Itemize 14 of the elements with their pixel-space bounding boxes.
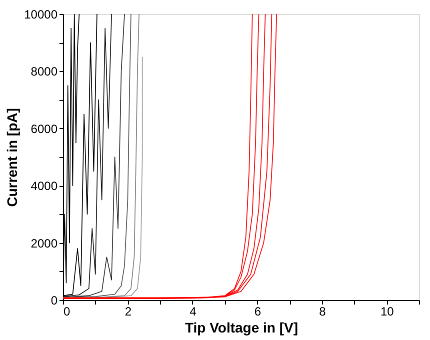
y-tick-label: 0 <box>50 294 58 308</box>
y-tick-label: 2000 <box>30 236 58 250</box>
y-tick-label: 4000 <box>30 179 58 194</box>
y-tick-label: 8000 <box>30 64 58 79</box>
x-tick-label: 4 <box>190 304 197 318</box>
x-tick-label: 10 <box>380 304 394 318</box>
x-tick-label: 2 <box>124 304 132 318</box>
x-tick-label: 6 <box>254 304 262 318</box>
y-tick-label: 6000 <box>30 122 58 136</box>
y-tick-label: 10000 <box>24 8 58 22</box>
x-axis-title: Tip Voltage in [V] <box>184 320 298 336</box>
x-tick-label: 0 <box>64 304 70 318</box>
x-tick-label: 8 <box>319 304 326 318</box>
y-axis-title: Current in [pA] <box>4 108 20 207</box>
